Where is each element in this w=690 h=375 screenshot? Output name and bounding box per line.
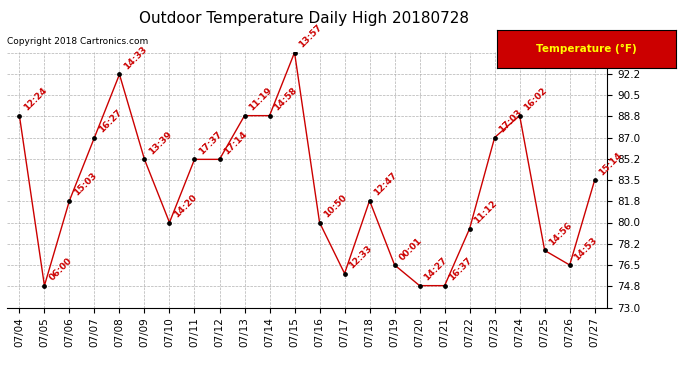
Text: 12:33: 12:33 bbox=[347, 244, 374, 271]
Point bbox=[139, 156, 150, 162]
Text: 12:47: 12:47 bbox=[373, 171, 399, 198]
Point bbox=[539, 248, 550, 254]
Text: Outdoor Temperature Daily High 20180728: Outdoor Temperature Daily High 20180728 bbox=[139, 11, 469, 26]
Text: 17:37: 17:37 bbox=[197, 130, 224, 157]
Text: 13:57: 13:57 bbox=[297, 23, 324, 50]
Text: 14:56: 14:56 bbox=[547, 221, 574, 248]
Point bbox=[264, 112, 275, 118]
Text: 16:37: 16:37 bbox=[447, 256, 474, 283]
Text: 00:01: 00:01 bbox=[397, 236, 424, 262]
Point bbox=[464, 226, 475, 232]
Text: 15:03: 15:03 bbox=[72, 171, 99, 198]
Point bbox=[489, 135, 500, 141]
Point bbox=[189, 156, 200, 162]
Text: 11:12: 11:12 bbox=[473, 199, 499, 226]
Text: Copyright 2018 Cartronics.com: Copyright 2018 Cartronics.com bbox=[7, 38, 148, 46]
Text: 11:19: 11:19 bbox=[247, 86, 274, 113]
Text: Temperature (°F): Temperature (°F) bbox=[536, 44, 637, 54]
Point bbox=[239, 112, 250, 118]
Text: 15:14: 15:14 bbox=[598, 150, 624, 177]
Point bbox=[39, 283, 50, 289]
Point bbox=[339, 270, 350, 276]
Point bbox=[14, 112, 25, 118]
Text: 14:33: 14:33 bbox=[122, 45, 149, 72]
Text: 16:27: 16:27 bbox=[97, 108, 124, 135]
Text: 17:14: 17:14 bbox=[222, 130, 249, 157]
Text: 14:20: 14:20 bbox=[172, 193, 199, 220]
Text: 14:53: 14:53 bbox=[573, 236, 599, 262]
Point bbox=[64, 198, 75, 204]
Text: 14:58: 14:58 bbox=[273, 86, 299, 113]
Point bbox=[114, 71, 125, 77]
Point bbox=[564, 262, 575, 268]
Point bbox=[439, 283, 450, 289]
Point bbox=[364, 198, 375, 204]
Point bbox=[389, 262, 400, 268]
Point bbox=[289, 50, 300, 55]
Point bbox=[514, 112, 525, 118]
Point bbox=[314, 219, 325, 225]
Text: 13:39: 13:39 bbox=[147, 130, 174, 157]
Text: 17:03: 17:03 bbox=[497, 108, 524, 135]
Text: 06:00: 06:00 bbox=[47, 256, 74, 283]
Point bbox=[589, 177, 600, 183]
Point bbox=[414, 283, 425, 289]
Point bbox=[214, 156, 225, 162]
Point bbox=[164, 219, 175, 225]
Text: 12:24: 12:24 bbox=[22, 86, 49, 113]
Point bbox=[89, 135, 100, 141]
Text: 14:27: 14:27 bbox=[422, 256, 449, 283]
Text: 16:02: 16:02 bbox=[522, 86, 549, 113]
Text: 10:50: 10:50 bbox=[322, 193, 348, 220]
